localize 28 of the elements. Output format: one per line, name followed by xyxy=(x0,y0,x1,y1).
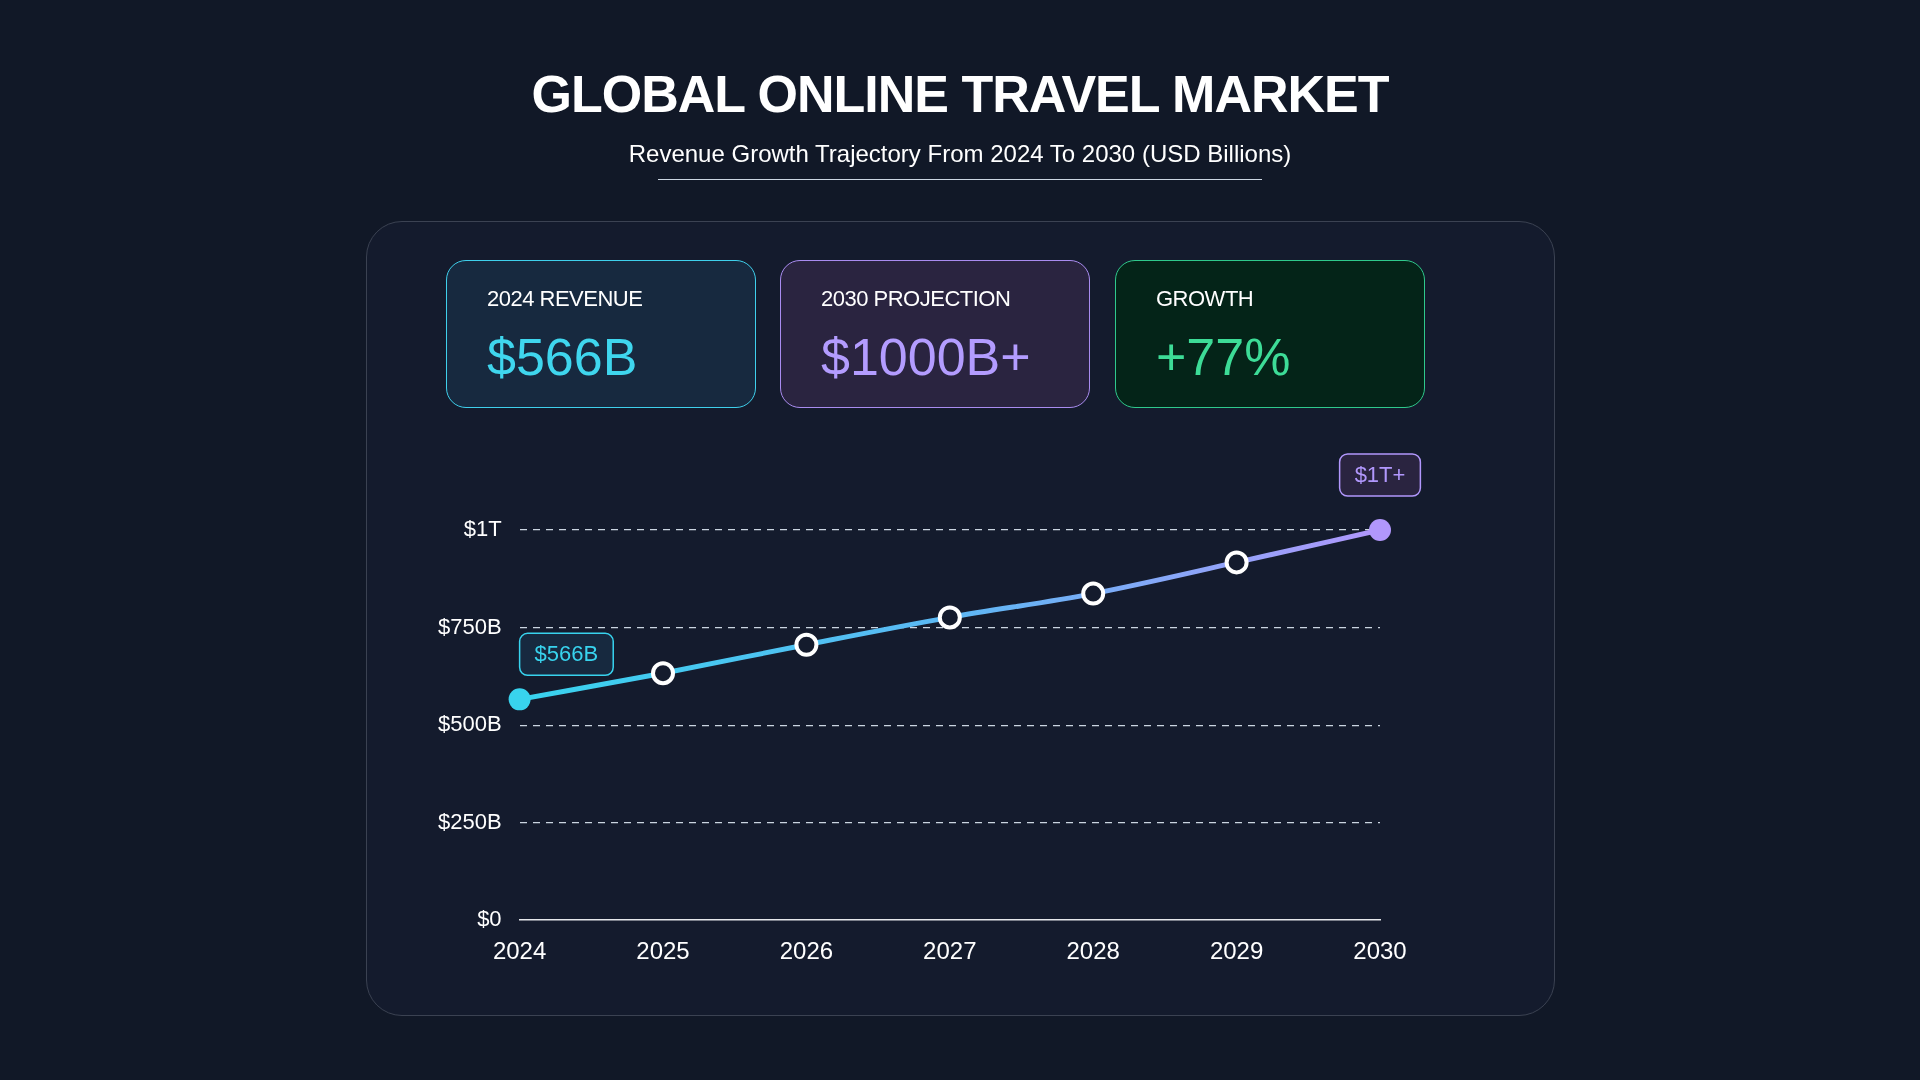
x-tick-label: 2027 xyxy=(923,937,977,965)
text: GROWTH xyxy=(1156,286,1254,312)
y-tick-label: $500B xyxy=(437,711,502,737)
text: 2024 REVENUE xyxy=(487,286,643,312)
text: +77% xyxy=(1156,327,1291,387)
y-tick-label: $1T xyxy=(463,516,502,542)
point xyxy=(794,632,819,657)
point xyxy=(1224,550,1249,575)
y-tick-label: $250B xyxy=(437,808,502,834)
x-tick-label: 2026 xyxy=(779,937,834,965)
text: 2030 PROJECTION xyxy=(821,286,1011,312)
y-tick-label: $750B xyxy=(437,613,502,639)
point xyxy=(651,661,676,686)
chart-subtitle: Revenue Growth Trajectory From 2024 To 2030 (USD Billions) xyxy=(627,140,1293,168)
annotation: $1T+ xyxy=(1354,462,1406,488)
point xyxy=(937,605,962,630)
x-tick-label: 2028 xyxy=(1066,937,1120,965)
text: $1000B+ xyxy=(821,327,1031,387)
point xyxy=(508,688,531,711)
x-tick-label: 2025 xyxy=(636,937,690,965)
x-tick-label: 2029 xyxy=(1209,937,1264,965)
data-label: $566B xyxy=(534,641,599,667)
chart-title: GLOBAL ONLINE TRAVEL MARKET xyxy=(530,64,1390,124)
text: $566B xyxy=(487,327,638,387)
x-tick-label: 2030 xyxy=(1353,937,1407,965)
point xyxy=(1081,581,1106,606)
x-tick-label: 2024 xyxy=(492,937,547,965)
y-tick-label: $0 xyxy=(477,906,502,932)
